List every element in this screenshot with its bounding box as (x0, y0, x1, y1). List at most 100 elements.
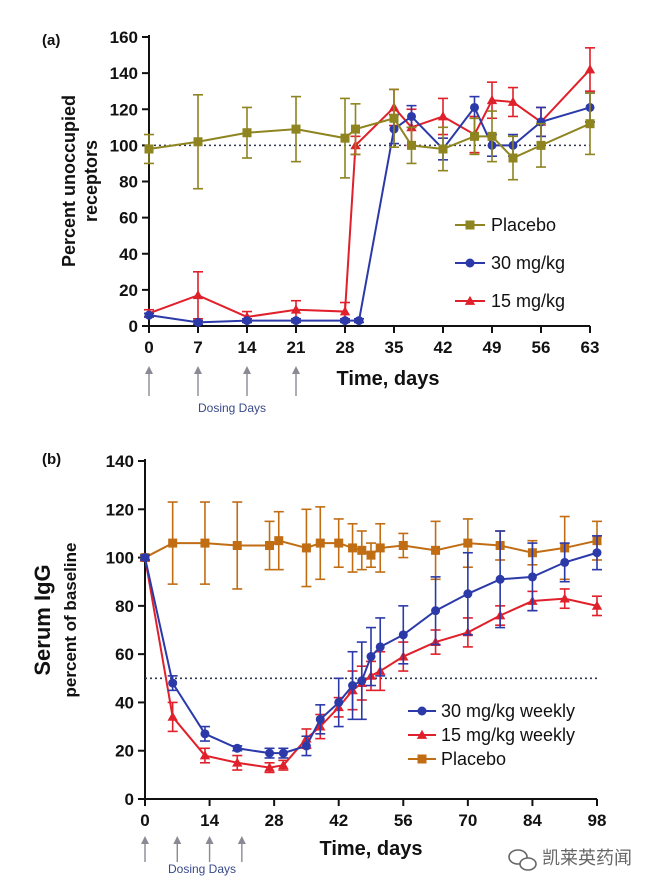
y-tick-label: 0 (129, 317, 138, 336)
y-tick-label: 140 (106, 452, 134, 471)
data-point-circle (495, 574, 505, 584)
data-point-square (585, 119, 595, 129)
data-point-circle (348, 681, 358, 691)
data-point-triangle (339, 306, 351, 316)
dosing-days-label: Dosing Days (198, 401, 266, 415)
y-tick-label: 0 (125, 790, 134, 809)
y-axis-title-line: percent of baseline (61, 543, 80, 698)
data-point-triangle (290, 304, 302, 314)
data-point-square (407, 140, 416, 150)
data-point-square (348, 543, 358, 553)
y-tick-label: 120 (106, 500, 134, 519)
data-point-square (242, 128, 252, 138)
watermark: 凯莱英药闻 (508, 848, 632, 871)
y-tick-label: 20 (119, 281, 138, 300)
data-point-circle (200, 729, 210, 739)
legend-label: Placebo (491, 215, 556, 235)
legend: Placebo 30 mg/kg 15 mg/kg (455, 215, 565, 311)
data-point-square (334, 538, 344, 548)
data-point-square (291, 124, 301, 134)
dosing-arrow-head (173, 836, 182, 844)
data-point-triangle (559, 593, 570, 603)
data-point-circle (168, 678, 178, 688)
dosing-arrow-head (243, 366, 251, 374)
data-point-square (463, 538, 473, 548)
legend-item: Placebo (408, 749, 506, 769)
data-point-square (200, 538, 210, 548)
wechat-icon (508, 849, 537, 871)
data-point-circle (140, 553, 150, 563)
legend-item: 30 mg/kg weekly (408, 701, 575, 721)
data-point-circle (592, 548, 602, 558)
data-point-square (465, 220, 475, 230)
dosing-arrows (141, 836, 246, 862)
y-tick-label: 60 (115, 645, 134, 664)
data-point-circle (470, 102, 479, 112)
y-axis-title-line: receptors (81, 140, 101, 222)
data-point-square (301, 543, 311, 553)
panel-b-chart: (b) 0 20 40 60 80 100 120 140 0 14 28 42 56 70 84 98 Seru… (30, 451, 606, 876)
data-point-square (274, 536, 284, 546)
panel-label: (b) (42, 451, 61, 468)
data-point-triangle (437, 111, 449, 121)
series-line (148, 117, 591, 160)
y-tick-label: 20 (115, 742, 134, 761)
data-point-square (232, 541, 242, 550)
data-point-circle (291, 316, 301, 326)
data-point-circle (301, 741, 311, 751)
dosing-arrow-head (194, 366, 202, 374)
x-axis-title: Time, days (319, 838, 422, 860)
data-point-square (193, 137, 203, 147)
dosing-arrows (145, 366, 300, 396)
y-axis-title: Percent unoccupied receptors (59, 95, 101, 267)
x-tick-label: 98 (588, 811, 607, 830)
x-axis-title: Time, days (336, 368, 439, 390)
series-placebo (140, 501, 602, 590)
legend-item: 30 mg/kg (455, 253, 565, 273)
series-line (144, 539, 598, 559)
x-tick-label: 0 (140, 811, 149, 830)
data-point-circle (242, 316, 252, 326)
x-tick-label: 7 (193, 338, 202, 357)
data-point-square (438, 144, 448, 154)
data-point-circle (463, 589, 473, 599)
y-tick-label: 100 (106, 549, 134, 568)
legend-label: Placebo (441, 749, 506, 769)
data-point-square (357, 545, 367, 555)
x-tick-label: 42 (329, 811, 348, 830)
x-tick-label: 21 (287, 338, 306, 357)
x-tick-label: 35 (385, 338, 404, 357)
data-point-triangle (199, 750, 211, 760)
data-point-triangle (232, 757, 243, 767)
x-tick-label: 14 (238, 338, 257, 357)
x-tick-label: 70 (458, 811, 477, 830)
x-tick-label: 42 (434, 338, 453, 357)
y-tick-label: 40 (119, 245, 138, 264)
data-point-square (508, 153, 518, 163)
legend-item: 15 mg/kg weekly (408, 725, 575, 745)
x-tick-label: 63 (581, 338, 600, 357)
dosing-arrow-head (292, 366, 300, 374)
data-point-circle (193, 317, 203, 327)
data-point-triangle (591, 600, 603, 610)
data-point-square (470, 131, 479, 141)
data-point-circle (465, 258, 475, 268)
x-tick-label: 28 (265, 811, 284, 830)
data-point-circle (357, 676, 367, 686)
legend: 30 mg/kg weekly 15 mg/kg weekly Placebo (408, 701, 575, 769)
data-point-circle (398, 630, 408, 640)
y-tick-label: 160 (110, 28, 138, 47)
dosing-arrow-head (141, 836, 149, 844)
data-point-square (366, 550, 376, 560)
x-tick-label: 14 (200, 811, 219, 830)
y-tick-label: 100 (110, 136, 138, 155)
x-tick-label: 49 (483, 338, 502, 357)
data-point-triangle (278, 760, 289, 770)
data-point-triangle (507, 96, 519, 106)
data-point-square (389, 113, 399, 123)
watermark-text: 凯莱英药闻 (542, 848, 632, 869)
data-point-square (168, 538, 178, 548)
data-point-circle (431, 606, 441, 616)
series-placebo (144, 88, 595, 190)
legend-label: 15 mg/kg weekly (441, 725, 575, 745)
